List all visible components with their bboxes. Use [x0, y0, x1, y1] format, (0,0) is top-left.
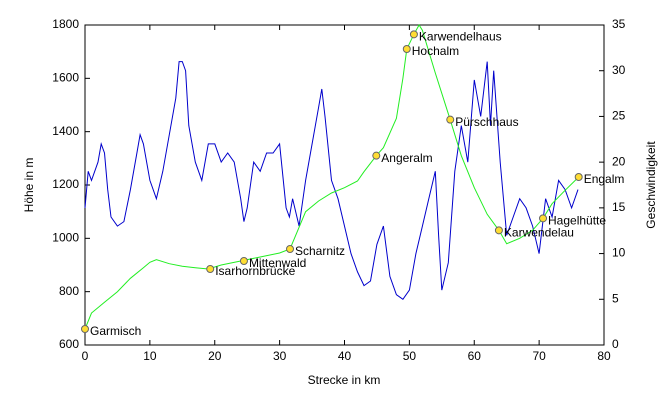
x-tick-label: 10 [143, 349, 157, 363]
location-label: Karwendelhaus [419, 30, 502, 44]
x-tick-label: 40 [338, 349, 352, 363]
series-line [84, 24, 580, 330]
x-tick-label: 80 [597, 349, 611, 363]
x-axis-label: Strecke in km [308, 373, 381, 387]
y2-tick-label: 15 [612, 200, 626, 214]
location-marker [372, 151, 381, 160]
location-label: Scharnitz [295, 244, 345, 258]
location-label: Mittenwald [249, 256, 306, 270]
location-marker [286, 245, 295, 253]
location-marker [409, 30, 418, 39]
x-tick-label: 50 [403, 349, 417, 363]
location-marker [81, 325, 89, 333]
location-marker [574, 173, 583, 181]
y2-tick-label: 0 [612, 337, 619, 351]
x-tick-label: 30 [273, 349, 287, 363]
y2-tick-label: 20 [612, 154, 626, 168]
y2-tick-label: 35 [612, 17, 626, 31]
location-marker [239, 257, 248, 265]
location-marker [402, 45, 411, 53]
x-tick-label: 70 [532, 349, 546, 363]
x-tick-label: 60 [468, 349, 482, 363]
y-tick-label: 1800 [52, 17, 79, 31]
y-tick-label: 1000 [52, 231, 79, 245]
location-label: Pürschhaus [455, 115, 518, 129]
y-axis-label: Höhe in m [22, 158, 36, 213]
plot-frame [84, 24, 605, 346]
y2-tick-label: 10 [612, 246, 626, 260]
location-label: Karwendelau [504, 226, 574, 240]
x-tick-label: 20 [208, 349, 222, 363]
location-label: Hagelhütte [548, 214, 606, 228]
y2-tick-label: 30 [612, 63, 626, 77]
y-tick-label: 1400 [52, 124, 79, 138]
location-label: Engalm [584, 172, 625, 186]
y2-tick-label: 25 [612, 109, 626, 123]
location-label: Isarhornbrücke [215, 264, 295, 278]
location-label: Hochalm [412, 44, 459, 58]
y-tick-label: 600 [59, 337, 79, 351]
location-label: Garmisch [90, 324, 141, 338]
location-label: Angeralm [381, 151, 432, 165]
y2-axis-label: Geschwindigkeit [644, 141, 658, 229]
location-marker [539, 214, 548, 223]
location-marker [494, 226, 503, 235]
y-tick-label: 800 [59, 284, 79, 298]
location-marker [206, 265, 215, 273]
location-marker [446, 115, 455, 124]
x-tick-label: 0 [82, 349, 89, 363]
y-tick-label: 1200 [52, 177, 79, 191]
y2-tick-label: 5 [612, 291, 619, 305]
y-tick-label: 1600 [52, 71, 79, 85]
series-line [84, 61, 579, 300]
